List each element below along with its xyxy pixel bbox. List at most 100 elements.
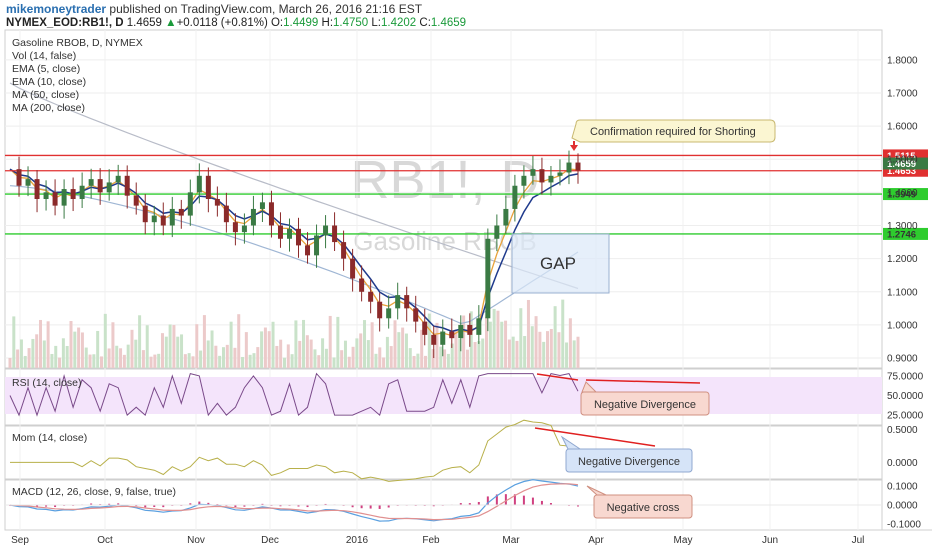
candle-body [151, 215, 157, 223]
volume-bar [279, 339, 283, 368]
candle-body [377, 301, 383, 319]
time-tick-label: May [674, 535, 693, 546]
volume-bar [267, 331, 271, 368]
macd-histogram-bar [144, 505, 147, 508]
macd-histogram-bar [486, 496, 489, 505]
macd-histogram-bar [468, 503, 471, 505]
volume-bar [363, 320, 367, 368]
candle-body [61, 189, 67, 206]
candle-body [350, 258, 356, 279]
macd-histogram-bar [549, 503, 552, 505]
volume-bar [424, 355, 428, 368]
macd-cross-text: Negative cross [607, 502, 680, 514]
volume-bar [290, 354, 294, 368]
volume-bar [202, 315, 206, 368]
price-tick-label: 1.8000 [887, 55, 918, 66]
volume-bar [416, 353, 420, 368]
legend-ma50[interactable]: MA (50, close) [12, 89, 79, 101]
volume-bar [511, 336, 515, 368]
support-2-tag [883, 227, 928, 240]
macd-histogram-bar [495, 494, 498, 505]
candle-body [494, 225, 500, 239]
legend-vol[interactable]: Vol (14, false) [12, 50, 76, 62]
macd-histogram-bar [577, 505, 579, 507]
candle-body [97, 179, 103, 193]
price-tick-label: 1.2000 [887, 254, 918, 265]
volume-bar [565, 342, 569, 368]
macd-histogram-bar [261, 503, 264, 505]
volume-bar [408, 348, 412, 368]
candle-body [485, 238, 491, 319]
volume-bar [397, 332, 401, 368]
macd-line [9, 479, 579, 522]
volume-bar [313, 349, 317, 368]
candle-body [512, 185, 518, 209]
volume-bar [35, 334, 39, 368]
volume-bar [355, 338, 359, 368]
rsi-line [9, 372, 579, 417]
volume-bar [492, 308, 496, 368]
volume-bar [309, 339, 313, 368]
candle-body [169, 208, 175, 226]
legend-ma200[interactable]: MA (200, close) [12, 102, 85, 114]
volume-bar [332, 357, 336, 368]
volume-bar [351, 346, 355, 368]
time-tick-label: Apr [588, 535, 604, 546]
candle-body [449, 331, 455, 339]
candle-body [413, 308, 419, 322]
macd-histogram-bar [153, 505, 156, 508]
watermark-name: Gasoline RBOB [353, 226, 537, 256]
close-value: 1.4659 [430, 17, 467, 29]
candle-body [88, 179, 94, 186]
legend-ema5[interactable]: EMA (5, close) [12, 63, 80, 75]
legend-title: Gasoline RBOB, D, NYMEX [12, 37, 143, 49]
volume-bar [8, 358, 12, 368]
candle-body [133, 195, 139, 206]
candle-body [178, 208, 184, 216]
volume-bar [473, 342, 477, 368]
candle-body [314, 235, 320, 256]
candle-body [575, 162, 581, 171]
volume-bar [46, 321, 50, 368]
mom-line [10, 419, 579, 482]
macd-histogram-bar [162, 505, 165, 508]
candle-body [476, 318, 482, 335]
legend-ema10[interactable]: EMA (10, close) [12, 76, 86, 88]
macd-histogram-bar [504, 494, 507, 505]
publisher-user[interactable]: mikemoneytrader [6, 2, 107, 16]
mom-pane[interactable] [4, 425, 883, 480]
volume-bar [138, 315, 142, 368]
candle-body [79, 185, 85, 199]
ohlc-line: NYMEX_EOD:RB1!, D 1.4659 ▲+0.0118 (+0.81… [6, 17, 466, 29]
volume-bar [180, 334, 184, 368]
candle-body [305, 245, 311, 256]
volume-bar [191, 356, 195, 368]
candle-body [43, 192, 49, 199]
volume-bar [393, 320, 397, 368]
support-1-tag-label: 1.3949 [887, 190, 916, 201]
candle-body [205, 175, 211, 199]
volume-bar [103, 313, 107, 368]
volume-bar [107, 348, 111, 368]
rsi-tick-label: 25.0000 [887, 411, 924, 422]
volume-bar [530, 326, 534, 368]
volume-bar [477, 341, 481, 368]
volume-bar [168, 324, 172, 368]
candle-body [259, 202, 265, 209]
candle-body [52, 192, 58, 206]
volume-bar [286, 344, 290, 368]
candle-body [431, 334, 437, 345]
volume-bar [458, 338, 462, 368]
ema10-line [9, 168, 579, 333]
macd-histogram-bar [360, 505, 363, 509]
candle-body [467, 324, 473, 335]
volume-bar [275, 345, 279, 368]
volume-bar [23, 355, 27, 368]
volume-bar [366, 340, 370, 368]
volume-bar [576, 336, 580, 368]
low-label: L: [371, 17, 381, 29]
volume-bar [260, 331, 264, 368]
price-tick-label: 1.5000 [887, 155, 918, 166]
time-tick-label: Sep [11, 535, 29, 546]
